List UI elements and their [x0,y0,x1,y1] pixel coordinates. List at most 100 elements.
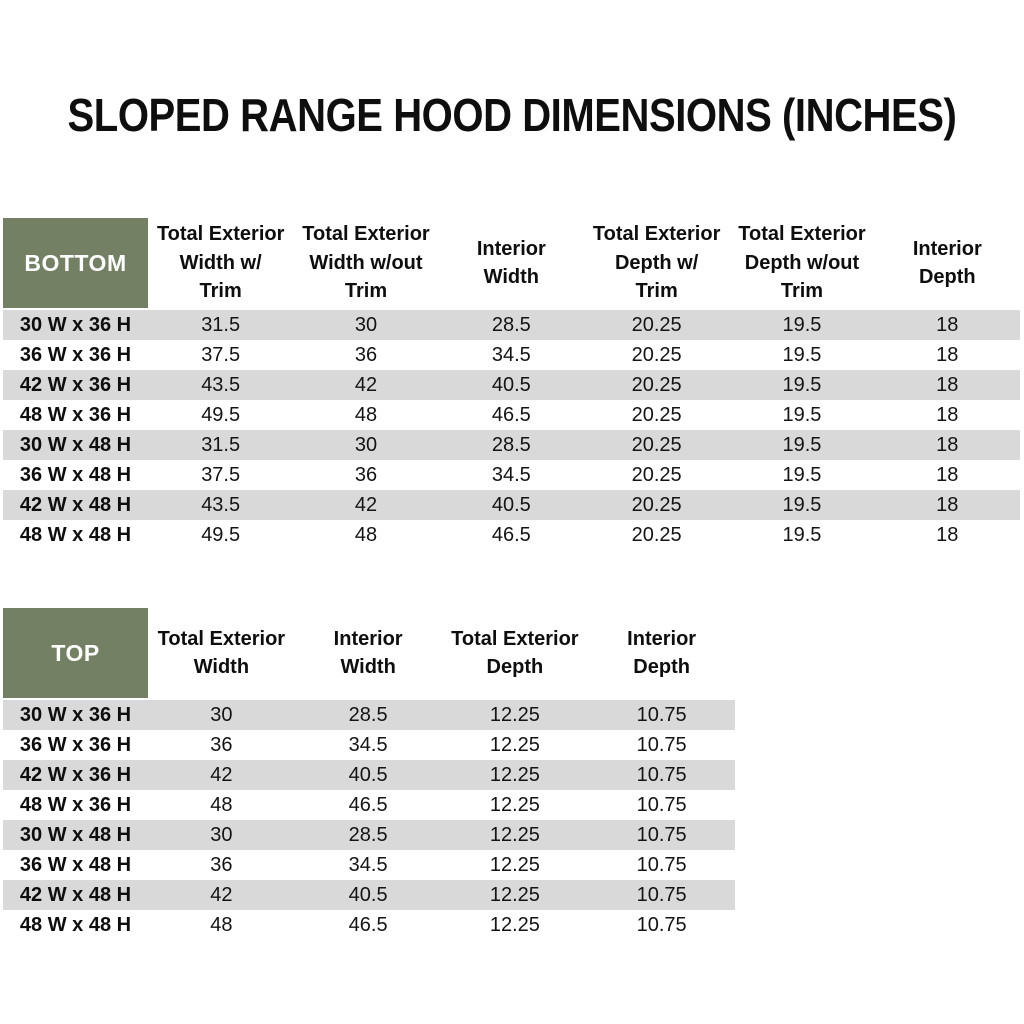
dimension-value-cell: 31.5 [201,433,241,456]
column-header: Interior Width [476,237,546,288]
dimension-value-cell: 43.5 [201,493,241,516]
dimension-value-cell: 40.5 [348,763,388,786]
dimension-value-cell: 18 [936,403,959,426]
dimension-value-cell: 19.5 [782,523,822,546]
dimension-value-cell: 20.25 [631,463,682,486]
column-header: Total Exterior Depth w/out Trim [738,223,866,303]
row-size-label: 30 W x 36 H [19,313,132,336]
dimension-value-cell: 19.5 [782,373,822,396]
table-row: 48 W x 36 H 49.5 48 46.5 20.25 19.5 18 [3,400,1020,430]
dimension-value-cell: 10.75 [636,703,687,726]
dimension-value-cell: 18 [936,343,959,366]
row-size-label: 48 W x 36 H [19,403,132,426]
dimension-value-cell: 34.5 [348,733,388,756]
table-row: 42 W x 48 H 43.5 42 40.5 20.25 19.5 18 [3,490,1020,520]
dimension-value-cell: 20.25 [631,523,682,546]
bottom-dimensions-table: BOTTOM Total Exterior Width w/ Trim Total… [3,218,1020,550]
page-title: SLOPED RANGE HOOD DIMENSIONS (INCHES) [67,89,957,141]
table-row: 36 W x 48 H 37.5 36 34.5 20.25 19.5 18 [3,460,1020,490]
table-row: 42 W x 48 H 42 40.5 12.25 10.75 [3,880,735,910]
dimension-value-cell: 12.25 [489,823,540,846]
table-row: 30 W x 48 H 31.5 30 28.5 20.25 19.5 18 [3,430,1020,460]
dimension-value-cell: 48 [210,793,233,816]
bottom-table-header-row: BOTTOM Total Exterior Width w/ Trim Total… [3,218,1020,308]
dimension-value-cell: 20.25 [631,403,682,426]
row-size-label: 42 W x 36 H [19,763,132,786]
dimension-value-cell: 12.25 [489,733,540,756]
dimension-value-cell: 10.75 [636,763,687,786]
dimension-value-cell: 40.5 [348,883,388,906]
row-size-label: 42 W x 48 H [19,493,132,516]
table-row: 30 W x 36 H 30 28.5 12.25 10.75 [3,700,735,730]
dimension-value-cell: 12.25 [489,703,540,726]
dimension-value-cell: 28.5 [491,433,531,456]
dimension-value-cell: 49.5 [201,523,241,546]
dimension-value-cell: 36 [354,343,378,366]
column-header: Total Exterior Depth [451,627,579,678]
dimension-value-cell: 43.5 [201,373,241,396]
dimension-value-cell: 34.5 [348,853,388,876]
row-size-label: 42 W x 48 H [19,883,132,906]
table-row: 30 W x 48 H 30 28.5 12.25 10.75 [3,820,735,850]
dimension-value-cell: 10.75 [636,733,687,756]
dimension-value-cell: 37.5 [201,463,241,486]
column-header: Total Exterior Width w/out Trim [302,223,430,303]
row-size-label: 42 W x 36 H [19,373,132,396]
row-size-label: 36 W x 48 H [19,463,132,486]
table-row: 36 W x 36 H 36 34.5 12.25 10.75 [3,730,735,760]
dimension-value-cell: 34.5 [491,343,531,366]
dimension-value-cell: 34.5 [491,463,531,486]
dimension-value-cell: 19.5 [782,403,822,426]
row-size-label: 30 W x 36 H [19,703,132,726]
table-row: 36 W x 36 H 37.5 36 34.5 20.25 19.5 18 [3,340,1020,370]
table-row: 48 W x 48 H 49.5 48 46.5 20.25 19.5 18 [3,520,1020,550]
dimension-value-cell: 42 [210,763,233,786]
column-header: Interior Width [333,627,403,678]
dimension-value-cell: 18 [936,433,959,456]
dimension-value-cell: 10.75 [636,853,687,876]
row-size-label: 48 W x 48 H [19,523,132,546]
dimension-value-cell: 10.75 [636,883,687,906]
column-header: Interior Depth [912,237,982,288]
dimension-value-cell: 46.5 [348,793,388,816]
dimension-value-cell: 46.5 [348,913,388,936]
dimension-value-cell: 18 [936,523,959,546]
dimension-value-cell: 19.5 [782,493,822,516]
row-size-label: 36 W x 36 H [19,343,132,366]
column-header: Total Exterior Width w/ Trim [156,223,285,303]
column-header: Total Exterior Depth w/ Trim [592,223,721,303]
dimension-value-cell: 20.25 [631,313,682,336]
dimension-value-cell: 12.25 [489,883,540,906]
dimension-value-cell: 46.5 [491,403,531,426]
dimension-value-cell: 42 [354,493,378,516]
dimension-value-cell: 20.25 [631,493,682,516]
row-size-label: 48 W x 36 H [19,793,132,816]
dimension-value-cell: 48 [354,403,378,426]
dimension-value-cell: 10.75 [636,793,687,816]
top-table-corner-label: TOP [3,608,148,698]
row-size-label: 30 W x 48 H [19,433,132,456]
dimension-value-cell: 18 [936,493,959,516]
dimension-value-cell: 10.75 [636,913,687,936]
dimension-value-cell: 28.5 [348,703,388,726]
bottom-table-corner-label: BOTTOM [3,218,148,308]
dimension-value-cell: 48 [354,523,378,546]
dimension-value-cell: 19.5 [782,433,822,456]
dimension-value-cell: 40.5 [491,373,531,396]
column-header: Total Exterior Width [157,627,286,678]
table-row: 48 W x 48 H 48 46.5 12.25 10.75 [3,910,735,940]
dimension-value-cell: 19.5 [782,313,822,336]
row-size-label: 36 W x 36 H [19,733,132,756]
table-row: 42 W x 36 H 42 40.5 12.25 10.75 [3,760,735,790]
dimension-value-cell: 30 [210,703,233,726]
row-size-label: 48 W x 48 H [19,913,132,936]
dimension-value-cell: 28.5 [491,313,531,336]
dimension-value-cell: 36 [210,733,233,756]
dimension-value-cell: 28.5 [348,823,388,846]
dimension-value-cell: 36 [354,463,378,486]
dimension-value-cell: 12.25 [489,853,540,876]
row-size-label: 36 W x 48 H [19,853,132,876]
dimension-value-cell: 36 [210,853,233,876]
dimension-value-cell: 46.5 [491,523,531,546]
table-row: 48 W x 36 H 48 46.5 12.25 10.75 [3,790,735,820]
